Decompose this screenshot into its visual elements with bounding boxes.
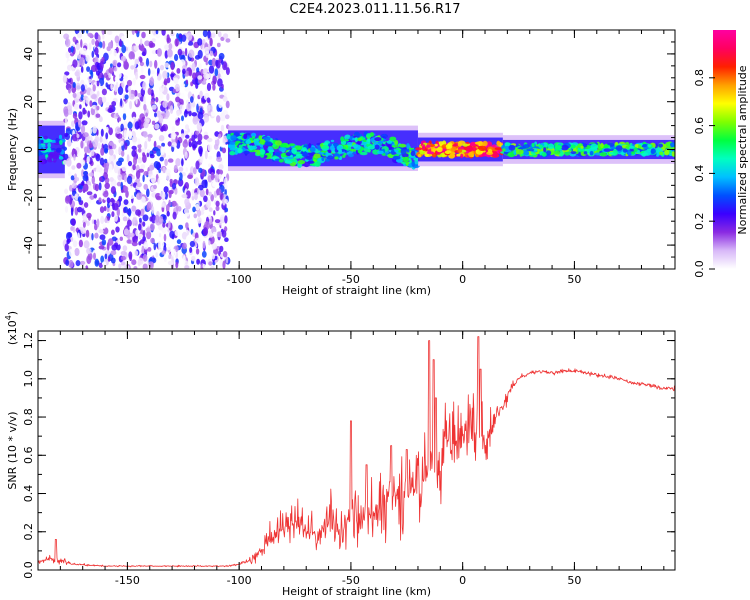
snr-xtick-label-4: 50 [567,574,581,587]
spec-xtick-label-3: 0 [459,273,466,286]
snr-frame [37,330,676,571]
spec-ytick-label-4: 40 [22,47,35,61]
snr-series-line [38,336,675,568]
snr-line-plot [38,336,675,568]
spec-xtick-label-0: -150 [115,273,140,286]
spec-ytick-label-3: 20 [22,95,35,109]
spec-ytick-label-1: -20 [22,188,35,206]
spec-xtick-label-4: 50 [567,273,581,286]
snr-ytick-label-4: 0.8 [22,408,35,426]
spec-xtick-label-2: -50 [342,273,360,286]
colorbar-tick-label-1: 0.2 [693,212,706,230]
snr-ytick-label-2: 0.4 [22,485,35,503]
spec-xtick-label-1: -100 [227,273,252,286]
spec-x-axis-label: Height of straight line (km) [282,284,431,297]
snr-y-axis-label: SNR (10 * v/v) [6,411,19,489]
snr-x-axis-label: Height of straight line (km) [282,585,431,598]
spectrogram-heatmap [38,30,675,269]
heatmap-region-4 [500,135,675,164]
snr-xtick-label-2: -50 [342,574,360,587]
heatmap-region-1 [62,30,231,269]
figure-title: C2E4.2023.011.11.56.R17 [289,2,461,17]
colorbar-tick-label-4: 0.8 [693,69,706,87]
snr-ytick-label-0: 0.0 [22,561,35,579]
spec-ytick-label-0: -40 [22,236,35,254]
colorbar: 0.0 0.2 0.4 0.6 0.8 Normalized spectral ampli… [693,30,749,278]
spec-y-axis-label: Frequency (Hz) [6,108,19,191]
heatmap-region-3 [415,132,507,167]
colorbar-tick-label-0: 0.0 [693,260,706,278]
snr-ytick-label-6: 1.2 [22,332,35,350]
snr-ytick-label-1: 0.2 [22,523,35,541]
snr-ytick-label-5: 1.0 [22,370,35,388]
spec-ytick-label-2: 0 [22,146,35,153]
colorbar-tick-label-3: 0.6 [693,117,706,135]
snr-xtick-label-1: -100 [227,574,252,587]
heatmap-region-2 [225,125,422,172]
colorbar-tick-label-2: 0.4 [693,165,706,183]
snr-ytick-label-3: 0.6 [22,447,35,465]
colorbar-gradient [713,30,736,269]
snr-y-scale-label: (x104) [4,311,19,345]
axes: -150 -100 -50 0 50 -40 -20 0 20 40 Height of strai… [4,29,676,598]
snr-xtick-label-0: -150 [115,574,140,587]
snr-xtick-label-3: 0 [459,574,466,587]
colorbar-label: Normalized spectral amplitude [736,65,749,234]
